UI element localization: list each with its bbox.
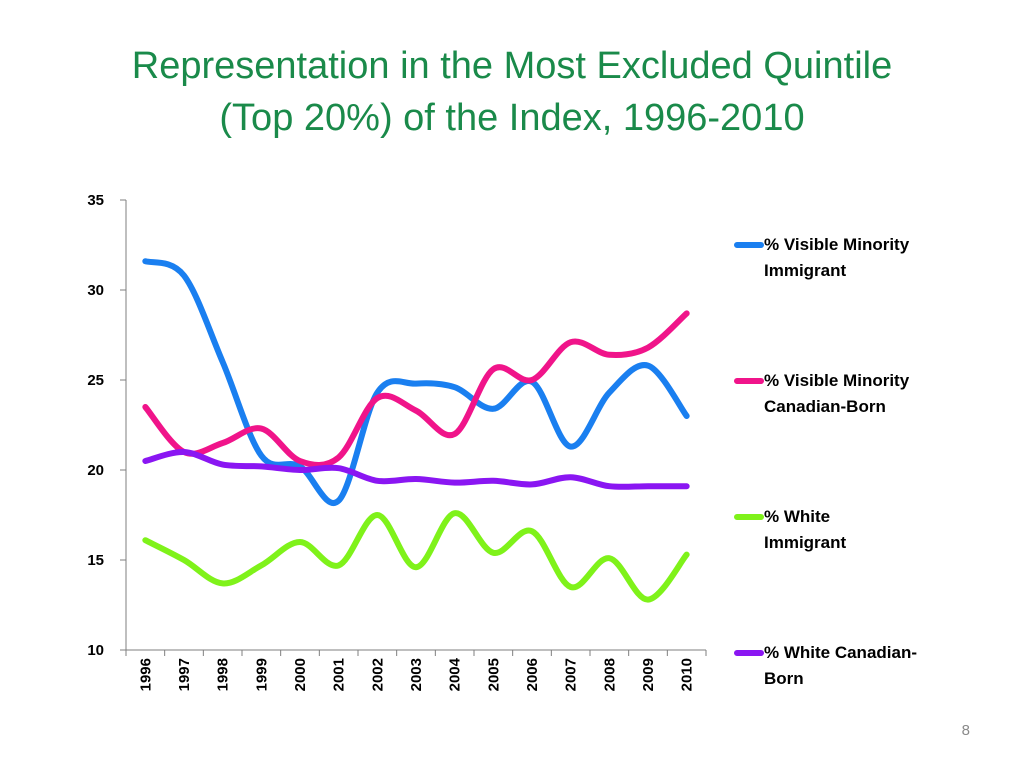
x-tick-label: 2004 bbox=[447, 657, 464, 691]
legend-label-white-canadian-born: % White Canadian-Born bbox=[764, 643, 918, 688]
legend-swatch-white-immigrant bbox=[734, 514, 764, 520]
x-tick-label: 2005 bbox=[485, 658, 502, 691]
x-tick-label: 2008 bbox=[601, 658, 618, 691]
slide-title-line-2: (Top 20%) of the Index, 1996-2010 bbox=[219, 97, 805, 139]
legend-swatch-visible-minority-immigrant bbox=[734, 242, 764, 248]
series-line-3 bbox=[142, 448, 690, 490]
y-tick-label: 35 bbox=[87, 192, 104, 209]
x-tick-label: 1998 bbox=[215, 658, 232, 691]
y-tick-label: 20 bbox=[87, 462, 104, 479]
y-tick-label: 25 bbox=[87, 372, 104, 389]
x-tick-label: 1996 bbox=[137, 658, 154, 691]
x-tick-label: 1997 bbox=[176, 658, 193, 691]
y-tick-label: 15 bbox=[87, 552, 104, 569]
x-tick-label: 2002 bbox=[369, 658, 386, 691]
legend-label-white-immigrant: % White Immigrant bbox=[764, 507, 847, 552]
legend-swatch-white-canadian-born bbox=[734, 650, 764, 656]
slide-title-line-1: Representation in the Most Excluded Quin… bbox=[131, 45, 893, 87]
legend-swatch-visible-minority-canadian-born bbox=[734, 378, 764, 384]
series-line-1 bbox=[142, 310, 690, 468]
x-tick-label: 2009 bbox=[640, 658, 657, 691]
x-tick-label: 2003 bbox=[408, 658, 425, 691]
x-tick-label: 2001 bbox=[331, 658, 348, 691]
series-line-2 bbox=[142, 510, 690, 603]
y-tick-label: 30 bbox=[87, 282, 104, 299]
x-tick-label: 2007 bbox=[563, 658, 580, 691]
series-line-0 bbox=[142, 258, 690, 506]
page-number: 8 bbox=[961, 722, 970, 739]
x-tick-label: 2006 bbox=[524, 658, 541, 691]
legend-label-visible-minority-canadian-born: % Visible Minority Canadian-Born bbox=[764, 371, 910, 416]
x-tick-label: 1999 bbox=[253, 658, 270, 691]
x-tick-label: 2010 bbox=[679, 658, 696, 691]
x-tick-label: 2000 bbox=[292, 658, 309, 691]
legend-label-visible-minority-immigrant: % Visible Minority Immigrant bbox=[764, 235, 910, 280]
slide-title: Representation in the Most Excluded Quin… bbox=[0, 40, 1024, 144]
y-tick-label: 10 bbox=[87, 642, 104, 659]
